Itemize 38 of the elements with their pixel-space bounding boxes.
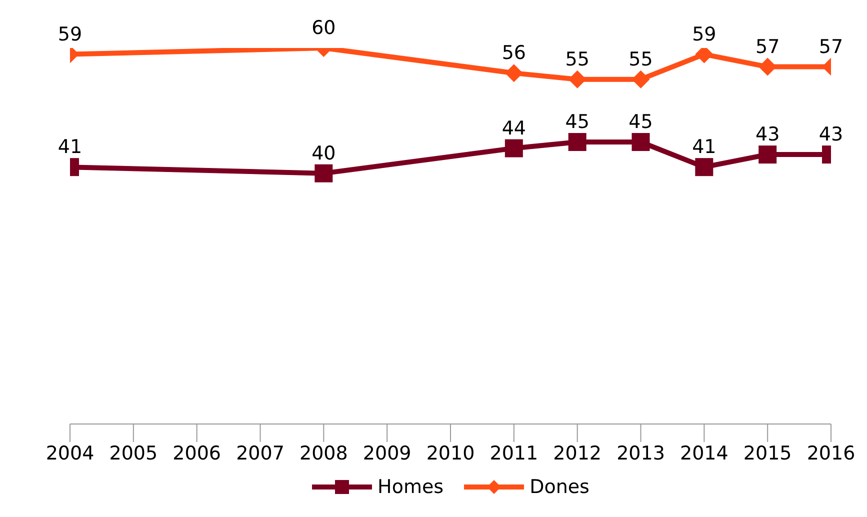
point bbox=[504, 64, 523, 82]
x-tick-label: 2016 bbox=[806, 442, 856, 464]
data-label: 57 bbox=[818, 36, 844, 58]
data-label: 59 bbox=[58, 23, 82, 46]
data-label: 60 bbox=[312, 17, 336, 39]
x-tick-label: 2006 bbox=[172, 442, 222, 464]
data-label: 41 bbox=[58, 136, 82, 158]
data-label: 41 bbox=[692, 136, 716, 158]
legend-label: Dones bbox=[528, 476, 590, 498]
x-tick-label: 2009 bbox=[362, 442, 412, 464]
x-tick-label: 2014 bbox=[680, 442, 728, 464]
x-tick-label: 2005 bbox=[109, 442, 158, 464]
x-tick-label: 2004 bbox=[46, 442, 94, 464]
x-tick-label: 2015 bbox=[743, 442, 792, 464]
data-label: 57 bbox=[755, 36, 780, 58]
data-label: 45 bbox=[565, 111, 590, 133]
data-label: 45 bbox=[628, 111, 653, 133]
point bbox=[568, 133, 586, 151]
x-tick-label: 2013 bbox=[616, 442, 665, 464]
x-tick-label: 2011 bbox=[490, 442, 538, 464]
data-label: 55 bbox=[565, 48, 590, 70]
x-tick-label: 2010 bbox=[426, 442, 475, 464]
x-tick-label: 2008 bbox=[299, 442, 348, 464]
data-label: 56 bbox=[502, 42, 526, 64]
point bbox=[758, 146, 777, 164]
data-label: 44 bbox=[502, 117, 526, 140]
data-label: 59 bbox=[692, 23, 716, 46]
x-tick-label: 2012 bbox=[553, 442, 602, 464]
data-label: 43 bbox=[755, 124, 780, 146]
legend-label: Homes bbox=[376, 476, 444, 498]
data-label: 40 bbox=[312, 142, 336, 164]
x-tick-label: 2007 bbox=[236, 442, 284, 464]
data-label: 43 bbox=[818, 124, 844, 146]
point bbox=[568, 70, 586, 88]
point bbox=[695, 158, 714, 176]
point bbox=[632, 133, 650, 151]
data-label: 55 bbox=[628, 48, 653, 70]
point bbox=[504, 139, 523, 158]
